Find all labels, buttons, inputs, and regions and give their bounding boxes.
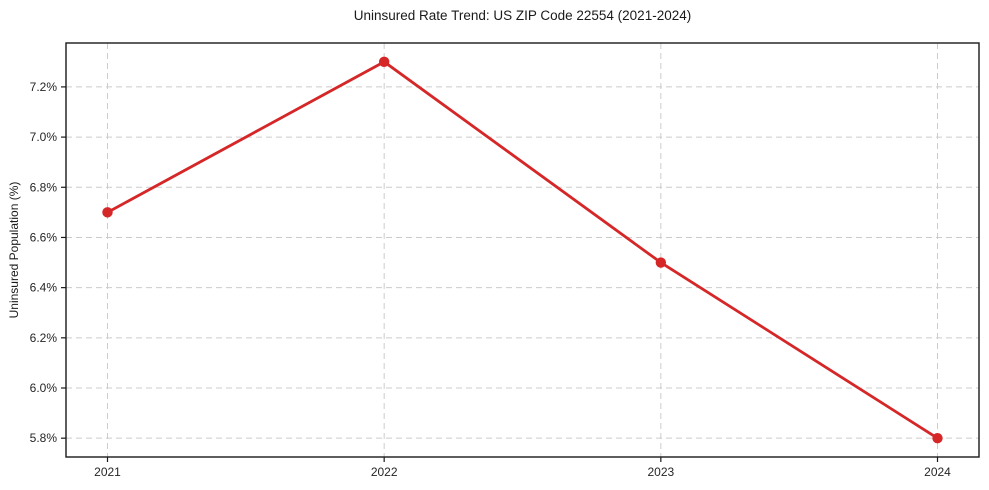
- x-tick-label: 2021: [94, 465, 121, 479]
- plot-border: [65, 42, 980, 458]
- y-tick-label: 6.4%: [30, 281, 58, 295]
- y-tick-label: 7.2%: [30, 80, 58, 94]
- y-tick-label: 6.6%: [30, 230, 58, 244]
- y-axis-label: Uninsured Population (%): [7, 181, 21, 319]
- y-tick-label: 5.8%: [30, 431, 58, 445]
- y-tick-label: 6.8%: [30, 180, 58, 194]
- data-point: [378, 56, 390, 68]
- x-tick-label: 2022: [371, 465, 398, 479]
- y-tick-label: 6.2%: [30, 331, 58, 345]
- chart-title: Uninsured Rate Trend: US ZIP Code 22554 …: [353, 8, 692, 23]
- x-tick-label: 2023: [647, 465, 674, 479]
- data-point: [932, 432, 943, 444]
- x-tick-label: 2024: [924, 465, 951, 479]
- trend-line: [106, 60, 939, 440]
- data-point: [655, 257, 667, 268]
- y-tick-label: 7.0%: [30, 130, 58, 144]
- data-point: [102, 207, 113, 218]
- y-tick-label: 6.0%: [30, 381, 58, 395]
